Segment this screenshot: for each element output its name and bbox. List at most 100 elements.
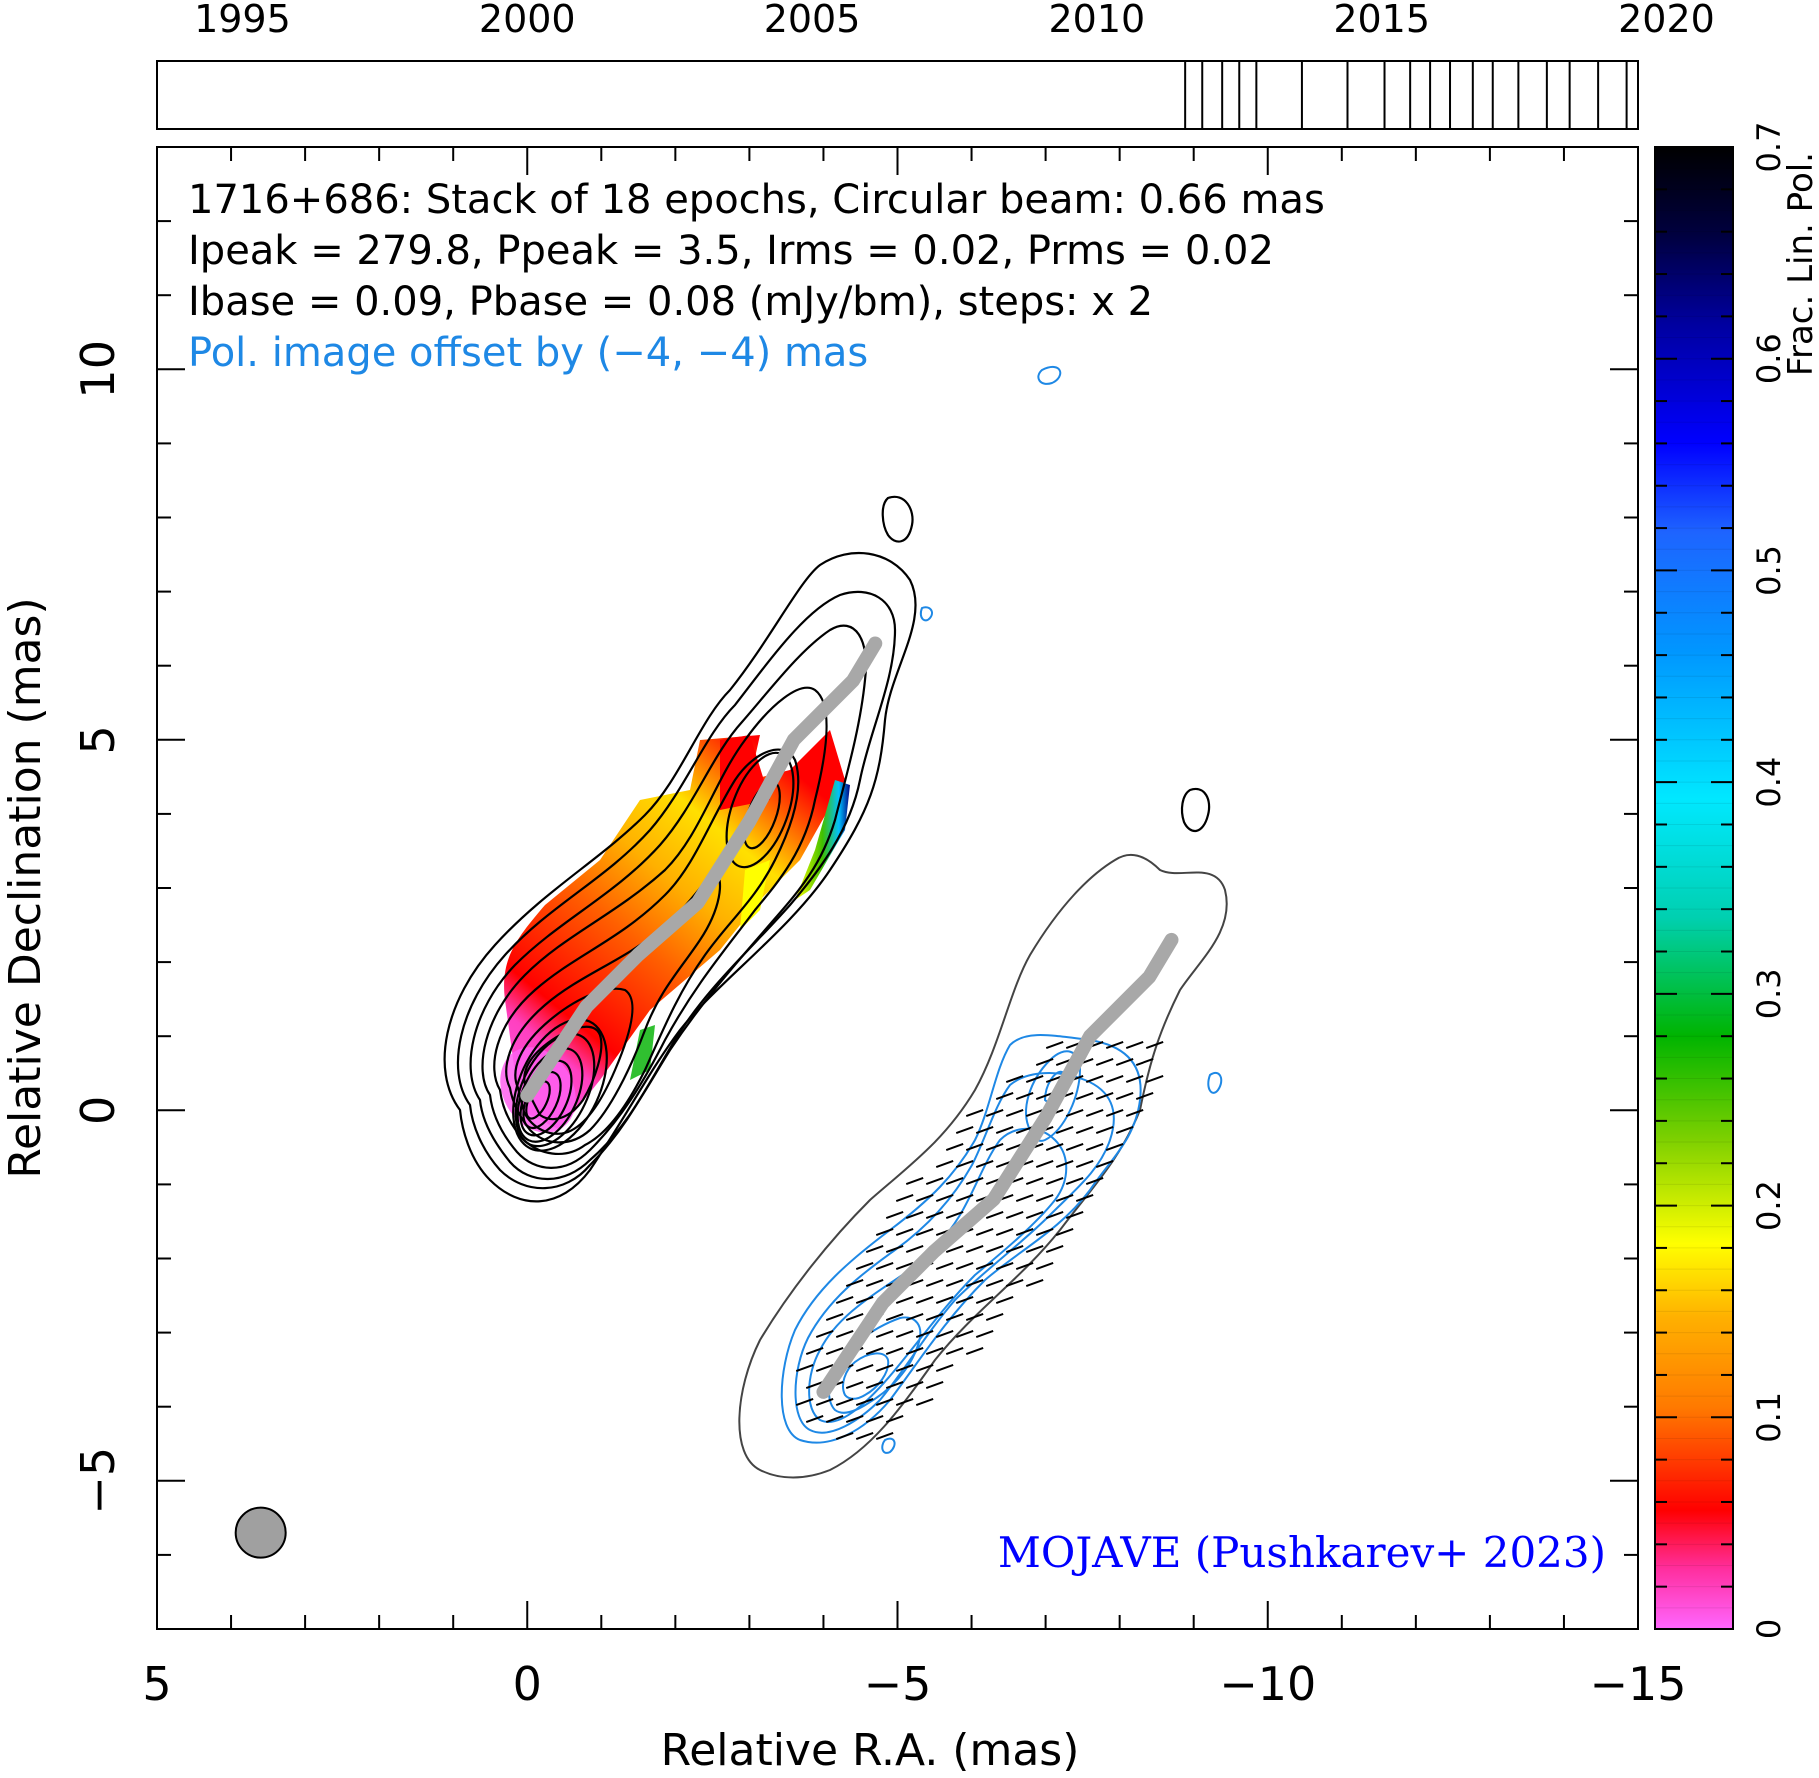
- evpa-tick: [1045, 1176, 1064, 1186]
- pol-contour-6: [1025, 1050, 1082, 1142]
- evpa-tick: [945, 1210, 964, 1220]
- evpa-tick: [895, 1193, 914, 1203]
- evpa-tick: [905, 1346, 924, 1356]
- evpa-tick: [935, 1159, 954, 1169]
- evpa-tick: [885, 1414, 904, 1424]
- colorbar-tick-label: 0.1: [1750, 1392, 1788, 1443]
- evpa-tick: [995, 1125, 1014, 1135]
- evpa-tick: [1045, 1244, 1064, 1254]
- evpa-tick: [995, 1091, 1014, 1101]
- evpa-tick: [1005, 1278, 1024, 1288]
- evpa-tick: [1035, 1091, 1054, 1101]
- evpa-tick: [975, 1261, 994, 1271]
- evpa-tick: [885, 1346, 904, 1356]
- evpa-tick: [1085, 1142, 1104, 1152]
- evpa-tick: [1105, 1108, 1124, 1118]
- evpa-tick: [795, 1363, 814, 1373]
- evpa-tick: [965, 1312, 984, 1322]
- evpa-tick: [905, 1210, 924, 1220]
- pol-contour-islet-2: [1037, 365, 1062, 385]
- evpa-tick: [1125, 1074, 1144, 1084]
- evpa-tick: [955, 1125, 974, 1135]
- evpa-tick: [1005, 1244, 1024, 1254]
- evpa-tick: [995, 1261, 1014, 1271]
- evpa-tick: [1055, 1193, 1074, 1203]
- timeline-year-labels: 1995 2000 2005 2010 2015 2020: [194, 0, 1715, 41]
- pol-contour-islet-3: [919, 606, 933, 622]
- evpa-tick: [935, 1329, 954, 1339]
- header-line-2: Ipeak = 279.8, Ppeak = 3.5, Irms = 0.02,…: [188, 228, 1274, 274]
- evpa-tick: [1015, 1227, 1034, 1237]
- pol-contour-3: [808, 1127, 1068, 1423]
- evpa-tick: [985, 1278, 1004, 1288]
- evpa-tick: [925, 1312, 944, 1322]
- ridge-line-offset: [816, 932, 1179, 1399]
- y-tick-label: 0: [71, 1096, 125, 1125]
- timeline-epoch-marks: [1184, 61, 1628, 129]
- evpa-tick: [1115, 1125, 1134, 1135]
- evpa-tick: [865, 1244, 884, 1254]
- ridge-line-main: [520, 636, 883, 1103]
- evpa-tick: [905, 1176, 924, 1186]
- evpa-tick: [865, 1414, 884, 1424]
- evpa-tick: [1035, 1193, 1054, 1203]
- colorbar-tick-label: 0.3: [1750, 968, 1788, 1019]
- evpa-tick: [855, 1397, 874, 1407]
- offset-contour-outer: [738, 853, 1228, 1479]
- timeline-year-label: 2000: [479, 0, 576, 41]
- evpa-tick: [895, 1295, 914, 1305]
- evpa-tick: [1145, 1074, 1164, 1084]
- contour-level-3: [469, 624, 868, 1181]
- evpa-tick: [1075, 1125, 1094, 1135]
- evpa-tick: [865, 1346, 884, 1356]
- evpa-tick: [925, 1176, 944, 1186]
- evpa-tick: [875, 1363, 894, 1373]
- evpa-tick: [1035, 1227, 1054, 1237]
- x-tick-label: −15: [1589, 1657, 1686, 1711]
- main-plot: 5 0 −5 −10 −15 10 5 0 −5 1716+686: Stack of 18 …: [71, 146, 1687, 1711]
- evpa-tick: [875, 1227, 894, 1237]
- evpa-tick: [975, 1295, 994, 1305]
- evpa-tick: [865, 1278, 884, 1288]
- pol-contour-islet-4: [1207, 1071, 1223, 1094]
- evpa-tick: [965, 1176, 984, 1186]
- evpa-tick: [905, 1244, 924, 1254]
- evpa-tick: [935, 1261, 954, 1271]
- colorbar-tick-label: 0.6: [1750, 333, 1788, 384]
- evpa-tick: [965, 1346, 984, 1356]
- evpa-tick: [1085, 1108, 1104, 1118]
- epoch-timeline: 1995 2000 2005 2010 2015 2020: [156, 0, 1715, 130]
- evpa-tick: [805, 1380, 824, 1390]
- evpa-tick: [965, 1244, 984, 1254]
- evpa-tick: [985, 1108, 1004, 1118]
- evpa-tick: [1055, 1125, 1074, 1135]
- evpa-tick: [975, 1227, 994, 1237]
- evpa-tick: [1015, 1193, 1034, 1203]
- colorbar-tick-label: 0.2: [1750, 1180, 1788, 1231]
- beam-ellipse: [234, 1506, 287, 1559]
- evpa-tick: [895, 1261, 914, 1271]
- evpa-tick: [885, 1380, 904, 1390]
- evpa-tick: [1025, 1244, 1044, 1254]
- x-tick-label: −10: [1219, 1657, 1316, 1711]
- evpa-tick: [1045, 1210, 1064, 1220]
- evpa-tick: [945, 1312, 964, 1322]
- x-tick-label: 5: [142, 1657, 171, 1711]
- evpa-tick: [1055, 1159, 1074, 1169]
- header-line-3: Ibase = 0.09, Pbase = 0.08 (mJy/bm), ste…: [188, 279, 1153, 325]
- evpa-tick: [1015, 1091, 1034, 1101]
- evpa-tick: [985, 1244, 1004, 1254]
- evpa-tick: [1075, 1091, 1094, 1101]
- colorbar-ticks: [1655, 146, 1733, 1630]
- y-axis-label: Relative Declination (mas): [0, 597, 51, 1178]
- evpa-tick: [885, 1244, 904, 1254]
- evpa-tick: [1115, 1091, 1134, 1101]
- pol-contour-islet-1: [881, 1437, 896, 1454]
- evpa-tick: [965, 1142, 984, 1152]
- evpa-tick: [1125, 1108, 1144, 1118]
- contour-islet-2: [1180, 787, 1211, 832]
- evpa-tick: [835, 1329, 854, 1339]
- colorbar-tick-label: 0: [1750, 1619, 1788, 1639]
- evpa-tick: [1145, 1040, 1164, 1050]
- evpa-tick: [875, 1329, 894, 1339]
